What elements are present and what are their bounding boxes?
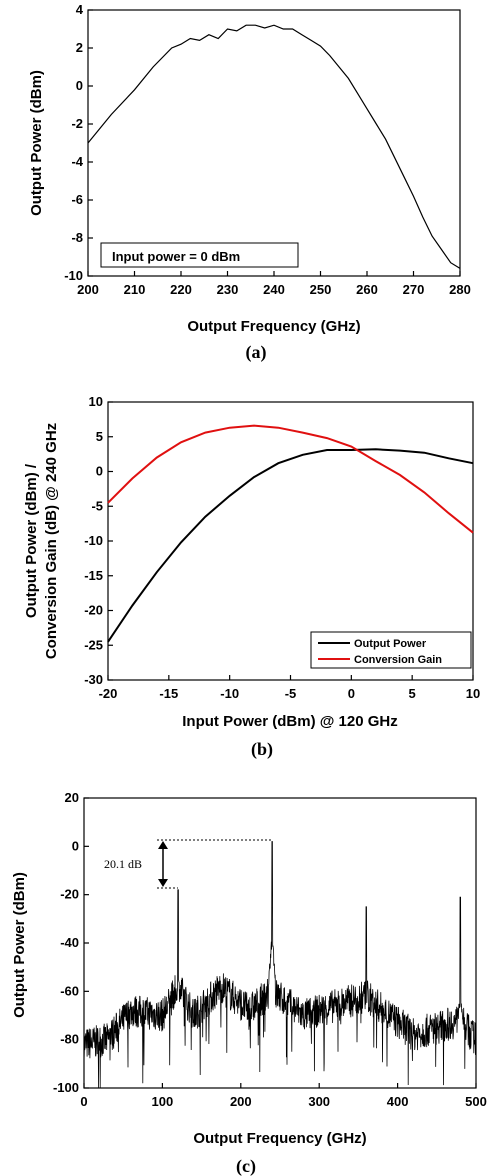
chart-b-series-output-power — [107, 448, 474, 643]
chart-b-series-conversion-gain — [107, 424, 474, 534]
y-tick-label: 4 — [76, 2, 84, 17]
chart-c-marker: 20.1 dB — [104, 839, 272, 889]
x-tick-label: 270 — [403, 282, 425, 297]
y-tick-label: 5 — [96, 429, 103, 444]
y-tick-label: 0 — [76, 78, 83, 93]
chart-b-legend: Output Power Conversion Gain — [310, 631, 472, 669]
legend-label-conversion-gain: Conversion Gain — [354, 654, 442, 666]
x-tick-label: 0 — [348, 686, 355, 701]
y-tick-label: -40 — [60, 935, 79, 950]
chart-b-ylabel-line1: Output Power (dBm) / — [23, 463, 40, 618]
x-tick-label: 400 — [387, 1094, 409, 1109]
x-tick-label: 280 — [449, 282, 471, 297]
chart-c-ylabel: Output Power (dBm) — [11, 872, 28, 1018]
x-tick-label: 250 — [310, 282, 332, 297]
y-tick-label: 0 — [72, 838, 79, 853]
x-tick-label: -10 — [220, 686, 239, 701]
chart-a-annotation-box — [100, 242, 299, 268]
y-tick-label: -4 — [71, 154, 83, 169]
chart-b-ylabel-line2: Conversion Gain (dB) @ 240 GHz — [43, 423, 60, 659]
chart-a: 4 2 0 -2 -4 -6 -8 -10 200 210 220 230 240 250 260 270 2… — [28, 2, 471, 363]
y-tick-label: -20 — [60, 887, 79, 902]
x-tick-label: 300 — [308, 1094, 330, 1109]
x-tick-label: -5 — [285, 686, 297, 701]
y-tick-label: -10 — [64, 268, 83, 283]
x-tick-label: 0 — [80, 1094, 87, 1109]
chart-c-spectrum-line — [83, 841, 477, 1089]
chart-a-xlabel: Output Frequency (GHz) — [187, 318, 360, 335]
y-tick-label: 10 — [89, 394, 103, 409]
y-tick-label: -5 — [91, 498, 103, 513]
y-tick-label: -20 — [84, 603, 103, 618]
chart-b-caption: (b) — [251, 739, 273, 760]
y-tick-label: -100 — [53, 1080, 79, 1095]
chart-c-caption: (c) — [236, 1156, 256, 1176]
x-tick-label: 200 — [77, 282, 99, 297]
y-tick-label: -30 — [84, 672, 103, 687]
y-tick-label: -15 — [84, 568, 103, 583]
y-tick-label: -25 — [84, 637, 103, 652]
x-tick-label: 240 — [263, 282, 285, 297]
legend-label-output-power: Output Power — [354, 638, 427, 650]
x-tick-label: -15 — [159, 686, 178, 701]
chart-a-annotation: Input power = 0 dBm — [112, 249, 240, 264]
x-tick-label: 210 — [124, 282, 146, 297]
chart-a-series-line — [87, 24, 461, 269]
chart-b-xlabel: Input Power (dBm) @ 120 GHz — [182, 713, 397, 730]
x-tick-label: 10 — [466, 686, 480, 701]
x-tick-label: 5 — [409, 686, 416, 701]
x-tick-label: 100 — [152, 1094, 174, 1109]
y-tick-label: -10 — [84, 533, 103, 548]
x-tick-label: 230 — [217, 282, 239, 297]
y-tick-label: 20 — [65, 790, 79, 805]
y-tick-label: -60 — [60, 983, 79, 998]
x-tick-label: 220 — [170, 282, 192, 297]
chart-c-annotation: 20.1 dB — [104, 857, 142, 871]
x-tick-label: 500 — [465, 1094, 487, 1109]
y-tick-label: -2 — [71, 116, 83, 131]
y-tick-label: -6 — [71, 192, 83, 207]
x-tick-label: 260 — [356, 282, 378, 297]
chart-c: 200-20-40-60-80-100 0 100 200 300 400 500 20.… — [11, 790, 487, 1176]
y-tick-label: 0 — [96, 464, 103, 479]
chart-a-plot-area — [87, 9, 461, 277]
y-tick-label: -8 — [71, 230, 83, 245]
chart-a-caption: (a) — [246, 342, 267, 363]
chart-c-xlabel: Output Frequency (GHz) — [193, 1130, 366, 1147]
x-tick-label: 200 — [230, 1094, 252, 1109]
x-tick-label: -20 — [99, 686, 118, 701]
y-tick-label: -80 — [60, 1032, 79, 1047]
chart-a-ylabel: Output Power (dBm) — [28, 70, 45, 216]
chart-b: 10 5 0 -5 -10 -15 -20 -25 -30 -20 -15 -10 -5 0 5 10 Ou… — [23, 394, 480, 760]
y-tick-label: 2 — [76, 40, 83, 55]
